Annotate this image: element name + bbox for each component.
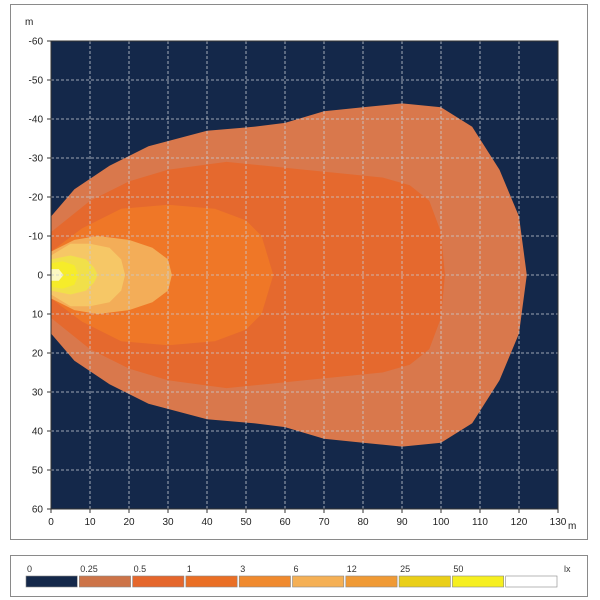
x-axis-ticks: 0 10 20 30 40 50 60 70 80 90 100 110 120 130: [48, 509, 567, 528]
legend-labels: 0 0.25 0.5 1 3 6 12 25 50: [27, 564, 463, 574]
x-tick-label: 70: [318, 517, 330, 528]
x-tick-label: 50: [240, 517, 252, 528]
legend-swatch: [345, 575, 398, 588]
x-tick-label: 60: [279, 517, 291, 528]
x-tick-label: 120: [511, 517, 528, 528]
x-tick-label: 90: [396, 517, 408, 528]
y-tick-label: 60: [32, 505, 44, 516]
y-tick-label: -20: [29, 193, 44, 204]
legend-swatch: [79, 575, 131, 588]
x-axis-unit: m: [568, 521, 576, 532]
legend-threshold-label: 0: [27, 564, 32, 574]
legend-threshold-label: 50: [453, 564, 463, 574]
legend-threshold-label: 1: [187, 564, 192, 574]
y-axis-ticks: -60 -50 -40 -30 -20 -10 0 10 20 30 40 50 60: [29, 37, 51, 516]
legend-swatch: [452, 575, 504, 588]
legend-swatch: [25, 575, 78, 588]
legend-panel: 0 0.25 0.5 1 3 6 12 25 50 lx: [10, 555, 588, 597]
legend-unit: lx: [564, 564, 571, 574]
legend-swatch: [132, 575, 185, 588]
legend-swatches: [25, 575, 558, 588]
x-tick-label: 130: [550, 517, 567, 528]
x-tick-label: 0: [48, 517, 54, 528]
x-tick-label: 100: [433, 517, 450, 528]
y-tick-label: -60: [29, 37, 44, 48]
chart-panel: 0 10 20 30 40 50 60 70 80 90 100 110 120 130 -60 -50 -4…: [10, 4, 588, 540]
y-tick-label: 10: [32, 310, 44, 321]
y-tick-label: -50: [29, 76, 44, 87]
legend-threshold-label: 6: [294, 564, 299, 574]
legend-swatch: [398, 575, 451, 588]
legend-swatch: [292, 575, 345, 588]
legend-swatch: [238, 575, 291, 588]
legend-swatch: [505, 575, 558, 588]
x-tick-label: 20: [123, 517, 135, 528]
grid-lines: [51, 41, 558, 509]
x-tick-label: 80: [357, 517, 369, 528]
y-tick-label: 40: [32, 427, 44, 438]
y-tick-label: 50: [32, 466, 44, 477]
legend-threshold-label: 25: [400, 564, 410, 574]
y-tick-label: 0: [37, 271, 43, 282]
y-axis-unit: m: [25, 17, 33, 28]
legend-threshold-label: 3: [240, 564, 245, 574]
legend: 0 0.25 0.5 1 3 6 12 25 50 lx: [25, 564, 571, 588]
x-tick-label: 30: [162, 517, 174, 528]
y-tick-label: 30: [32, 388, 44, 399]
y-tick-label: -10: [29, 232, 44, 243]
illuminance-plot: 0 10 20 30 40 50 60 70 80 90 100 110 120 130 -60-50-4…: [25, 17, 576, 532]
y-tick-label: -40: [29, 115, 44, 126]
legend-threshold-label: 0.5: [134, 564, 147, 574]
legend-threshold-label: 12: [347, 564, 357, 574]
x-tick-label: 10: [84, 517, 96, 528]
legend-threshold-label: 0.25: [80, 564, 98, 574]
x-tick-label: 110: [472, 517, 488, 528]
y-tick-label: 20: [32, 349, 44, 360]
plot-area: [50, 40, 559, 510]
x-tick-label: 40: [201, 517, 213, 528]
contour-25-lx: [51, 261, 79, 289]
y-tick-label: -30: [29, 154, 44, 165]
legend-swatch: [185, 575, 238, 588]
